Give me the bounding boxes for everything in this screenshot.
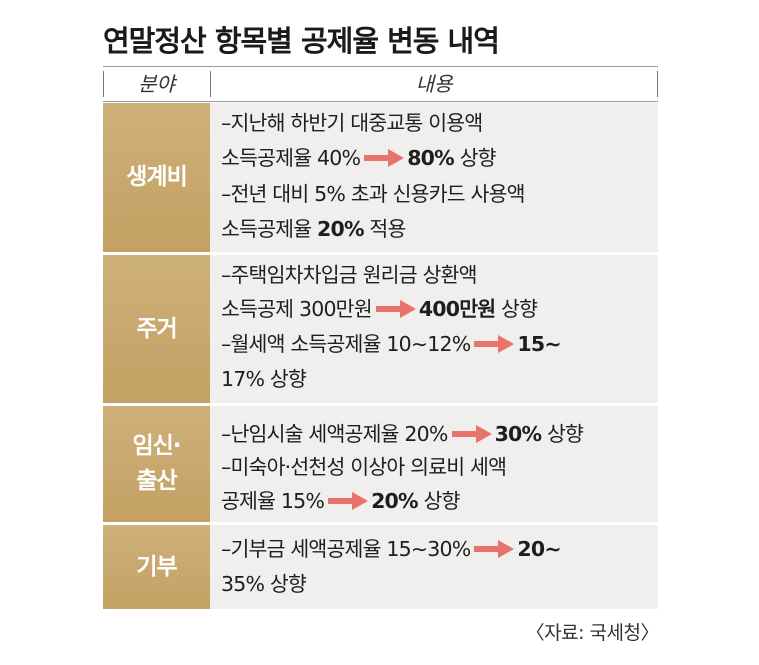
- right-arrow-icon: [328, 492, 369, 510]
- category-cell: 임신· 출산: [103, 406, 210, 522]
- header-divider: [103, 71, 104, 97]
- right-arrow-icon: [375, 300, 416, 318]
- header-divider: [657, 71, 658, 97]
- category-cell: 기부: [103, 525, 210, 609]
- category-donation: 기부: [136, 553, 177, 580]
- category-pregnancy-birth: 임신· 출산: [132, 433, 181, 494]
- content-line: 소득공제율 40% 80% 상향: [221, 146, 497, 170]
- deduction-table: 생계비 –지난해 하반기 대중교통 이용액 소득공제율 40% 80% 상향 –전…: [103, 103, 658, 609]
- table-row-housing: 주거 –주택임차차입금 원리금 상환액 소득공제 300만원 400만원 상향 –…: [103, 255, 658, 403]
- right-arrow-icon: [364, 149, 405, 167]
- right-arrow-icon: [451, 425, 492, 443]
- content-line: –전년 대비 5% 초과 신용카드 사용액: [221, 182, 526, 206]
- source-caption: 〈자료: 국세청〉: [525, 622, 660, 644]
- table-row-pregnancy-birth: 임신· 출산 –난임시술 세액공제율 20% 30% 상향 –미숙아·선천성 이상…: [103, 406, 658, 522]
- content-cell: –지난해 하반기 대중교통 이용액 소득공제율 40% 80% 상향 –전년 대비…: [210, 103, 658, 252]
- content-line: 소득공제 300만원 400만원 상향: [221, 297, 538, 321]
- table-header: 분야 내용: [103, 66, 658, 102]
- content-line: –월세액 소득공제율 10∼12% 15∼: [221, 332, 562, 356]
- infographic-title: 연말정산 항목별 공제율 변동 내역: [103, 24, 500, 58]
- category-living-expenses: 생계비: [126, 164, 187, 190]
- content-line: 소득공제율 20% 적용: [221, 217, 406, 241]
- header-content: 내용: [415, 72, 453, 96]
- right-arrow-icon: [474, 335, 515, 353]
- table-row-living-expenses: 생계비 –지난해 하반기 대중교통 이용액 소득공제율 40% 80% 상향 –전…: [103, 103, 658, 252]
- content-cell: –기부금 세액공제율 15∼30% 20∼ 35% 상향: [210, 525, 658, 609]
- content-line: –난임시술 세액공제율 20% 30% 상향: [221, 422, 584, 446]
- content-line: –기부금 세액공제율 15∼30% 20∼: [221, 537, 562, 561]
- content-line: –미숙아·선천성 이상아 의료비 세액: [221, 455, 507, 479]
- content-line: 17% 상향: [221, 367, 307, 391]
- content-line: 공제율 15% 20% 상향: [221, 489, 460, 513]
- row-divider: [103, 252, 658, 255]
- content-cell: –주택임차차입금 원리금 상환액 소득공제 300만원 400만원 상향 –월세액…: [210, 255, 658, 403]
- header-divider: [210, 71, 211, 97]
- content-line: –주택임차차입금 원리금 상환액: [221, 263, 477, 287]
- right-arrow-icon: [474, 540, 515, 558]
- category-cell: 생계비: [103, 103, 210, 252]
- category-housing: 주거: [136, 315, 177, 342]
- row-divider: [103, 403, 658, 406]
- content-cell: –난임시술 세액공제율 20% 30% 상향 –미숙아·선천성 이상아 의료비 세…: [210, 406, 658, 522]
- table-row-donation: 기부 –기부금 세액공제율 15∼30% 20∼ 35% 상향: [103, 525, 658, 609]
- category-cell: 주거: [103, 255, 210, 403]
- row-divider: [103, 522, 658, 525]
- content-line: 35% 상향: [221, 572, 307, 596]
- header-field: 분야: [138, 72, 175, 96]
- content-line: –지난해 하반기 대중교통 이용액: [221, 111, 483, 135]
